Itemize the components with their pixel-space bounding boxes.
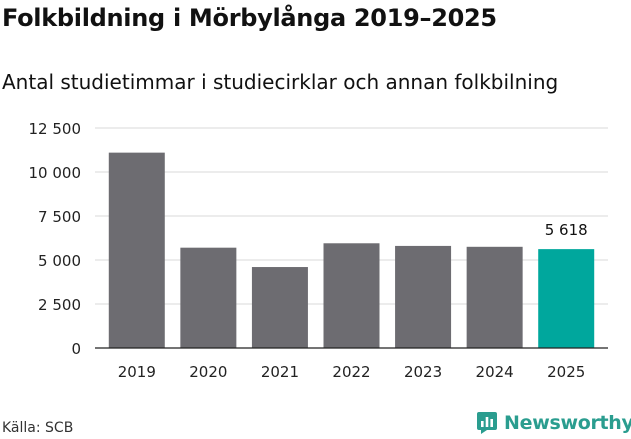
bar: [251, 267, 308, 348]
x-tick-label: 2020: [189, 363, 227, 381]
y-tick-label: 0: [71, 340, 81, 358]
bar: [108, 152, 165, 348]
y-tick-label: 5 000: [38, 252, 81, 270]
y-tick-label: 10 000: [29, 164, 82, 182]
x-tick-label: 2022: [332, 363, 370, 381]
chart-subtitle: Antal studietimmar i studiecirklar och a…: [2, 70, 559, 94]
y-tick-label: 12 500: [29, 120, 82, 138]
bar: [538, 249, 595, 348]
newsworthy-logo-icon: [477, 412, 497, 434]
bar: [466, 246, 523, 348]
x-tick-label: 2021: [261, 363, 299, 381]
chart-title: Folkbildning i Mörbylånga 2019–2025: [2, 4, 497, 32]
brand-logo: Newsworthy: [476, 409, 631, 437]
bar: [395, 245, 452, 348]
x-tick-label: 2024: [476, 363, 514, 381]
source-note: Källa: SCB: [2, 420, 74, 436]
bar: [323, 243, 380, 348]
brand-name: Newsworthy: [504, 412, 631, 434]
data-label: 5 618: [545, 221, 588, 239]
bar: [180, 247, 237, 348]
x-tick-label: 2023: [404, 363, 442, 381]
y-tick-label: 7 500: [38, 208, 81, 226]
x-tick-label: 2025: [547, 363, 585, 381]
y-tick-label: 2 500: [38, 296, 81, 314]
x-tick-label: 2019: [118, 363, 156, 381]
